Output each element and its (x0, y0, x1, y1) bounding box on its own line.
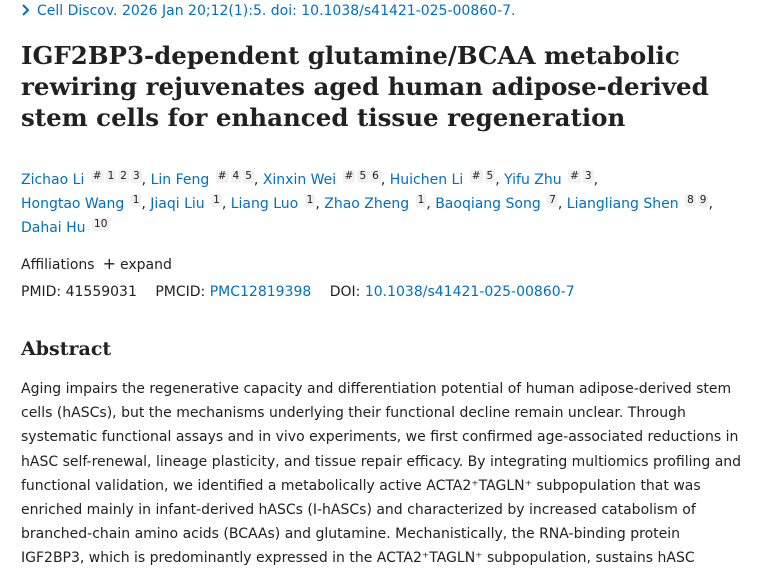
author-sup[interactable]: 4 (230, 170, 242, 183)
abstract-heading: Abstract (21, 338, 112, 360)
author-sup[interactable]: # (342, 170, 356, 183)
author-sup[interactable]: 1 (211, 194, 222, 207)
author-sup[interactable]: 5 (357, 170, 369, 183)
abstract-line: functional validation, we identified a m… (21, 477, 701, 494)
article-identifiers: PMID: 41559031 PMCID: PMC12819398 DOI: 1… (21, 284, 575, 300)
author-sup[interactable]: 8 (685, 194, 696, 207)
author-line: Hongtao Wang 1, Jiaqi Liu 1, Liang Luo 1… (21, 194, 713, 212)
author-sup[interactable]: # (469, 170, 483, 183)
author-link[interactable]: Hongtao Wang (21, 196, 125, 212)
author-sup[interactable]: 7 (547, 194, 558, 207)
abstract-line: hASC self-renewal, lineage plasticity, a… (21, 453, 742, 470)
affiliations-toggle[interactable]: Affiliations + expand (21, 254, 172, 274)
doi-link[interactable]: 10.1038/s41421-025-00860-7 (364, 284, 575, 300)
author-link[interactable]: Yifu Zhu (504, 172, 562, 188)
chevron-right-icon (21, 3, 33, 19)
abstract-line: branched-chain amino acids (BCAAs) and g… (21, 526, 681, 543)
abstract-line: cells (hASCs), but the mechanisms underl… (21, 405, 686, 422)
abstract-line: systematic functional assays and in vivo… (21, 429, 739, 446)
pmcid-label: PMCID: (155, 284, 206, 300)
author-line: Zichao Li #1 2 3, Lin Feng #4 5, Xinxin Wei… (21, 170, 599, 188)
plus-icon: + (102, 254, 116, 273)
doi-label: DOI: (329, 284, 361, 300)
title-line: IGF2BP3-dependent glutamine/BCAA metabol… (21, 41, 680, 70)
author-link[interactable]: Zichao Li (21, 172, 85, 188)
author-link[interactable]: Zhao Zheng (324, 196, 410, 212)
abstract-line: enriched mainly in infant-derived hASCs … (21, 502, 696, 519)
author-sup[interactable]: 3 (582, 170, 594, 183)
author-link[interactable]: Liang Luo (230, 196, 299, 212)
author-sup[interactable]: 10 (92, 218, 110, 231)
affiliations-expand-label[interactable]: expand (120, 257, 172, 273)
author-sup[interactable]: 1 (105, 170, 117, 183)
pmcid-link[interactable]: PMC12819398 (209, 284, 312, 300)
author-sup[interactable]: 1 (130, 194, 142, 207)
affiliations-label: Affiliations (21, 257, 95, 273)
author-sup[interactable]: 1 (304, 194, 316, 207)
title-line: rewiring rejuvenates aged human adipose-… (21, 72, 709, 101)
pmid-value: 41559031 (65, 284, 137, 300)
author-sup[interactable]: # (215, 170, 229, 183)
author-sup[interactable]: 2 (118, 170, 129, 183)
author-sup[interactable]: 9 (697, 194, 709, 207)
citation-line[interactable]: Cell Discov. 2026 Jan 20;12(1):5. doi: 1… (21, 3, 515, 19)
pmid-label: PMID: (21, 284, 62, 300)
author-link[interactable]: Liangliang Shen (566, 196, 679, 212)
citation-text[interactable]: Cell Discov. 2026 Jan 20;12(1):5. doi: 1… (37, 3, 516, 19)
author-sup[interactable]: 5 (243, 170, 254, 183)
title-line: stem cells for enhanced tissue regenerat… (21, 103, 626, 132)
author-list: Zichao Li #1 2 3, Lin Feng #4 5, Xinxin Wei… (21, 168, 751, 240)
author-sup[interactable]: 5 (484, 170, 496, 183)
article-title: IGF2BP3-dependent glutamine/BCAA metabol… (21, 40, 741, 133)
author-line: Dahai Hu 10 (21, 216, 751, 240)
abstract-text: Aging impairs the regenerative capacity … (21, 377, 756, 571)
author-link[interactable]: Xinxin Wei (262, 172, 337, 188)
author-link[interactable]: Baoqiang Song (435, 196, 541, 212)
author-sup[interactable]: # (568, 170, 581, 183)
author-link[interactable]: Dahai Hu (21, 220, 86, 236)
abstract-line: Aging impairs the regenerative capacity … (21, 381, 732, 397)
author-sup[interactable]: 3 (130, 170, 142, 183)
author-link[interactable]: Jiaqi Liu (150, 196, 205, 212)
author-sup[interactable]: # (90, 170, 104, 183)
author-sup[interactable]: 6 (370, 170, 381, 183)
abstract-line: IGF2BP3, which is predominantly expresse… (21, 550, 695, 567)
author-sup[interactable]: 1 (415, 194, 427, 207)
author-link[interactable]: Lin Feng (150, 172, 210, 188)
author-link[interactable]: Huichen Li (389, 172, 464, 188)
